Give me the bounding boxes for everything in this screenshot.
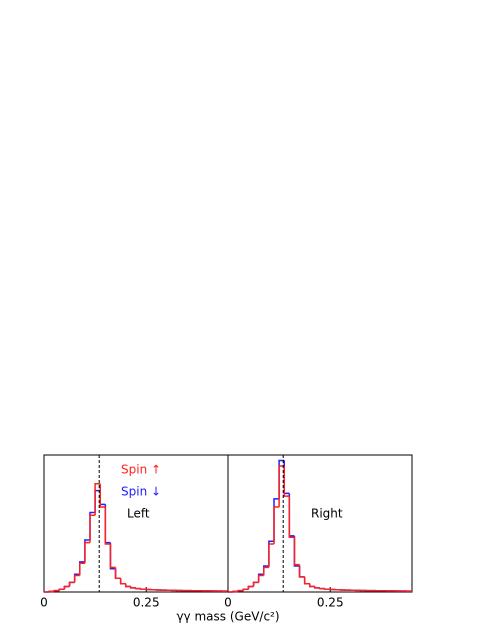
histogram-step bbox=[53, 589, 60, 592]
histogram-step bbox=[63, 585, 70, 590]
histogram-step bbox=[263, 566, 269, 576]
histogram-step bbox=[257, 574, 264, 583]
histogram-step bbox=[119, 578, 126, 585]
histogram-step bbox=[268, 543, 274, 568]
histogram-step bbox=[94, 483, 101, 516]
histogram-step bbox=[104, 507, 111, 545]
histogram-step bbox=[58, 588, 65, 591]
histogram-step bbox=[273, 498, 280, 542]
histogram-step bbox=[109, 544, 116, 569]
histogram-step bbox=[99, 490, 106, 506]
x-tick-label: 0 bbox=[224, 596, 232, 610]
histogram-step bbox=[79, 562, 85, 576]
histogram-step bbox=[273, 506, 280, 545]
legend-entry: Spin ↑ bbox=[121, 463, 161, 477]
histogram-step bbox=[89, 511, 96, 540]
histogram-step bbox=[125, 583, 131, 588]
histogram-step bbox=[252, 581, 259, 587]
x-tick-label: 0.25 bbox=[317, 596, 344, 610]
histogram-step bbox=[298, 564, 305, 578]
histogram-step bbox=[293, 537, 300, 566]
histogram-step bbox=[232, 590, 239, 593]
x-tick-label: 0.25 bbox=[133, 596, 160, 610]
histogram-step bbox=[319, 587, 326, 590]
histogram-step bbox=[293, 535, 300, 567]
histogram-step bbox=[283, 460, 290, 495]
histogram-step bbox=[84, 541, 90, 564]
histogram-step bbox=[298, 565, 305, 578]
histogram-step bbox=[242, 588, 249, 591]
histogram-step bbox=[288, 493, 295, 537]
histogram-step bbox=[247, 585, 254, 590]
histogram-step bbox=[309, 583, 315, 588]
histogram-step bbox=[314, 586, 320, 589]
panel-label: Left bbox=[127, 507, 150, 521]
histogram-step bbox=[288, 496, 295, 538]
histogram-step bbox=[303, 576, 310, 585]
histogram-step bbox=[303, 576, 310, 585]
histogram-step bbox=[68, 581, 75, 587]
histogram-step bbox=[104, 504, 111, 544]
histogram-step bbox=[48, 590, 55, 593]
histogram-step bbox=[268, 540, 274, 566]
panel-frame bbox=[227, 454, 413, 593]
x-axis-title: γγ mass (GeV/c²) bbox=[176, 610, 279, 624]
histogram-step bbox=[109, 542, 116, 570]
histogram-step bbox=[99, 483, 106, 508]
histogram-step bbox=[278, 465, 285, 508]
x-tick-label: 0 bbox=[40, 596, 48, 610]
histogram-step bbox=[135, 587, 142, 590]
histogram-step bbox=[114, 568, 121, 580]
histogram-step bbox=[130, 586, 136, 589]
histogram-step bbox=[114, 567, 121, 580]
histogram-step bbox=[324, 588, 331, 591]
histogram-step bbox=[237, 589, 244, 592]
histogram-step bbox=[119, 578, 126, 585]
histogram-step bbox=[89, 514, 96, 543]
histogram-step bbox=[140, 588, 147, 591]
histogram-step bbox=[283, 465, 290, 497]
legend-entry: Spin ↓ bbox=[121, 485, 161, 499]
panel-label: Right bbox=[311, 507, 343, 521]
histogram-step bbox=[73, 574, 80, 583]
